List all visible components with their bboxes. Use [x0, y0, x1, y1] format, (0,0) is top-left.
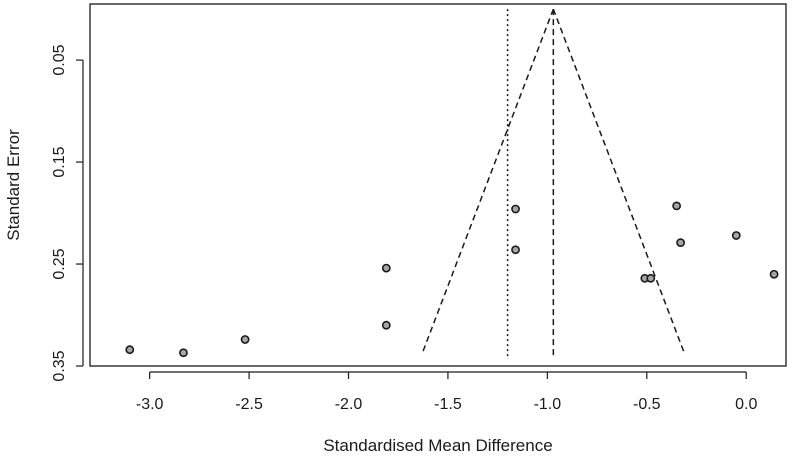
y-tick-label: 0.25: [51, 248, 68, 279]
data-point: [240, 335, 250, 344]
data-point: [676, 238, 686, 248]
y-tick-label: 0.05: [51, 44, 68, 75]
data-point: [381, 263, 391, 273]
data-points: [125, 201, 779, 358]
plot-frame: [89, 3, 787, 367]
x-tick-label: -2.0: [335, 396, 363, 413]
data-point: [672, 201, 682, 211]
data-point: [125, 345, 135, 355]
x-tick-label: -1.0: [534, 396, 562, 413]
data-point: [646, 273, 656, 283]
y-axis-title: Standard Error: [4, 129, 23, 241]
x-tick-label: -0.5: [633, 396, 661, 413]
funnel-right-line: [552, 8, 686, 355]
y-tick-label: 0.15: [51, 146, 68, 177]
data-point: [769, 269, 779, 279]
data-point: [511, 204, 520, 214]
x-tick-label: -1.5: [434, 396, 462, 413]
data-point: [381, 320, 391, 330]
funnel-lines: [421, 8, 686, 355]
x-axis: -3.0 -2.5 -2.0 -1.5 -1.0 -0.5 0.0: [136, 371, 757, 413]
reference-lines: [506, 9, 555, 358]
x-tick-label: -2.5: [235, 396, 263, 413]
x-tick-label: 0.0: [735, 396, 757, 413]
y-tick-label: 0.35: [51, 350, 68, 381]
funnel-left-line: [421, 8, 555, 355]
y-axis: 0.05 0.15 0.25 0.35: [51, 44, 84, 382]
x-axis-title: Standardised Mean Difference: [323, 436, 552, 455]
data-point: [511, 245, 520, 255]
data-point: [731, 231, 741, 240]
x-tick-label: -3.0: [136, 396, 164, 413]
data-point: [179, 348, 188, 358]
